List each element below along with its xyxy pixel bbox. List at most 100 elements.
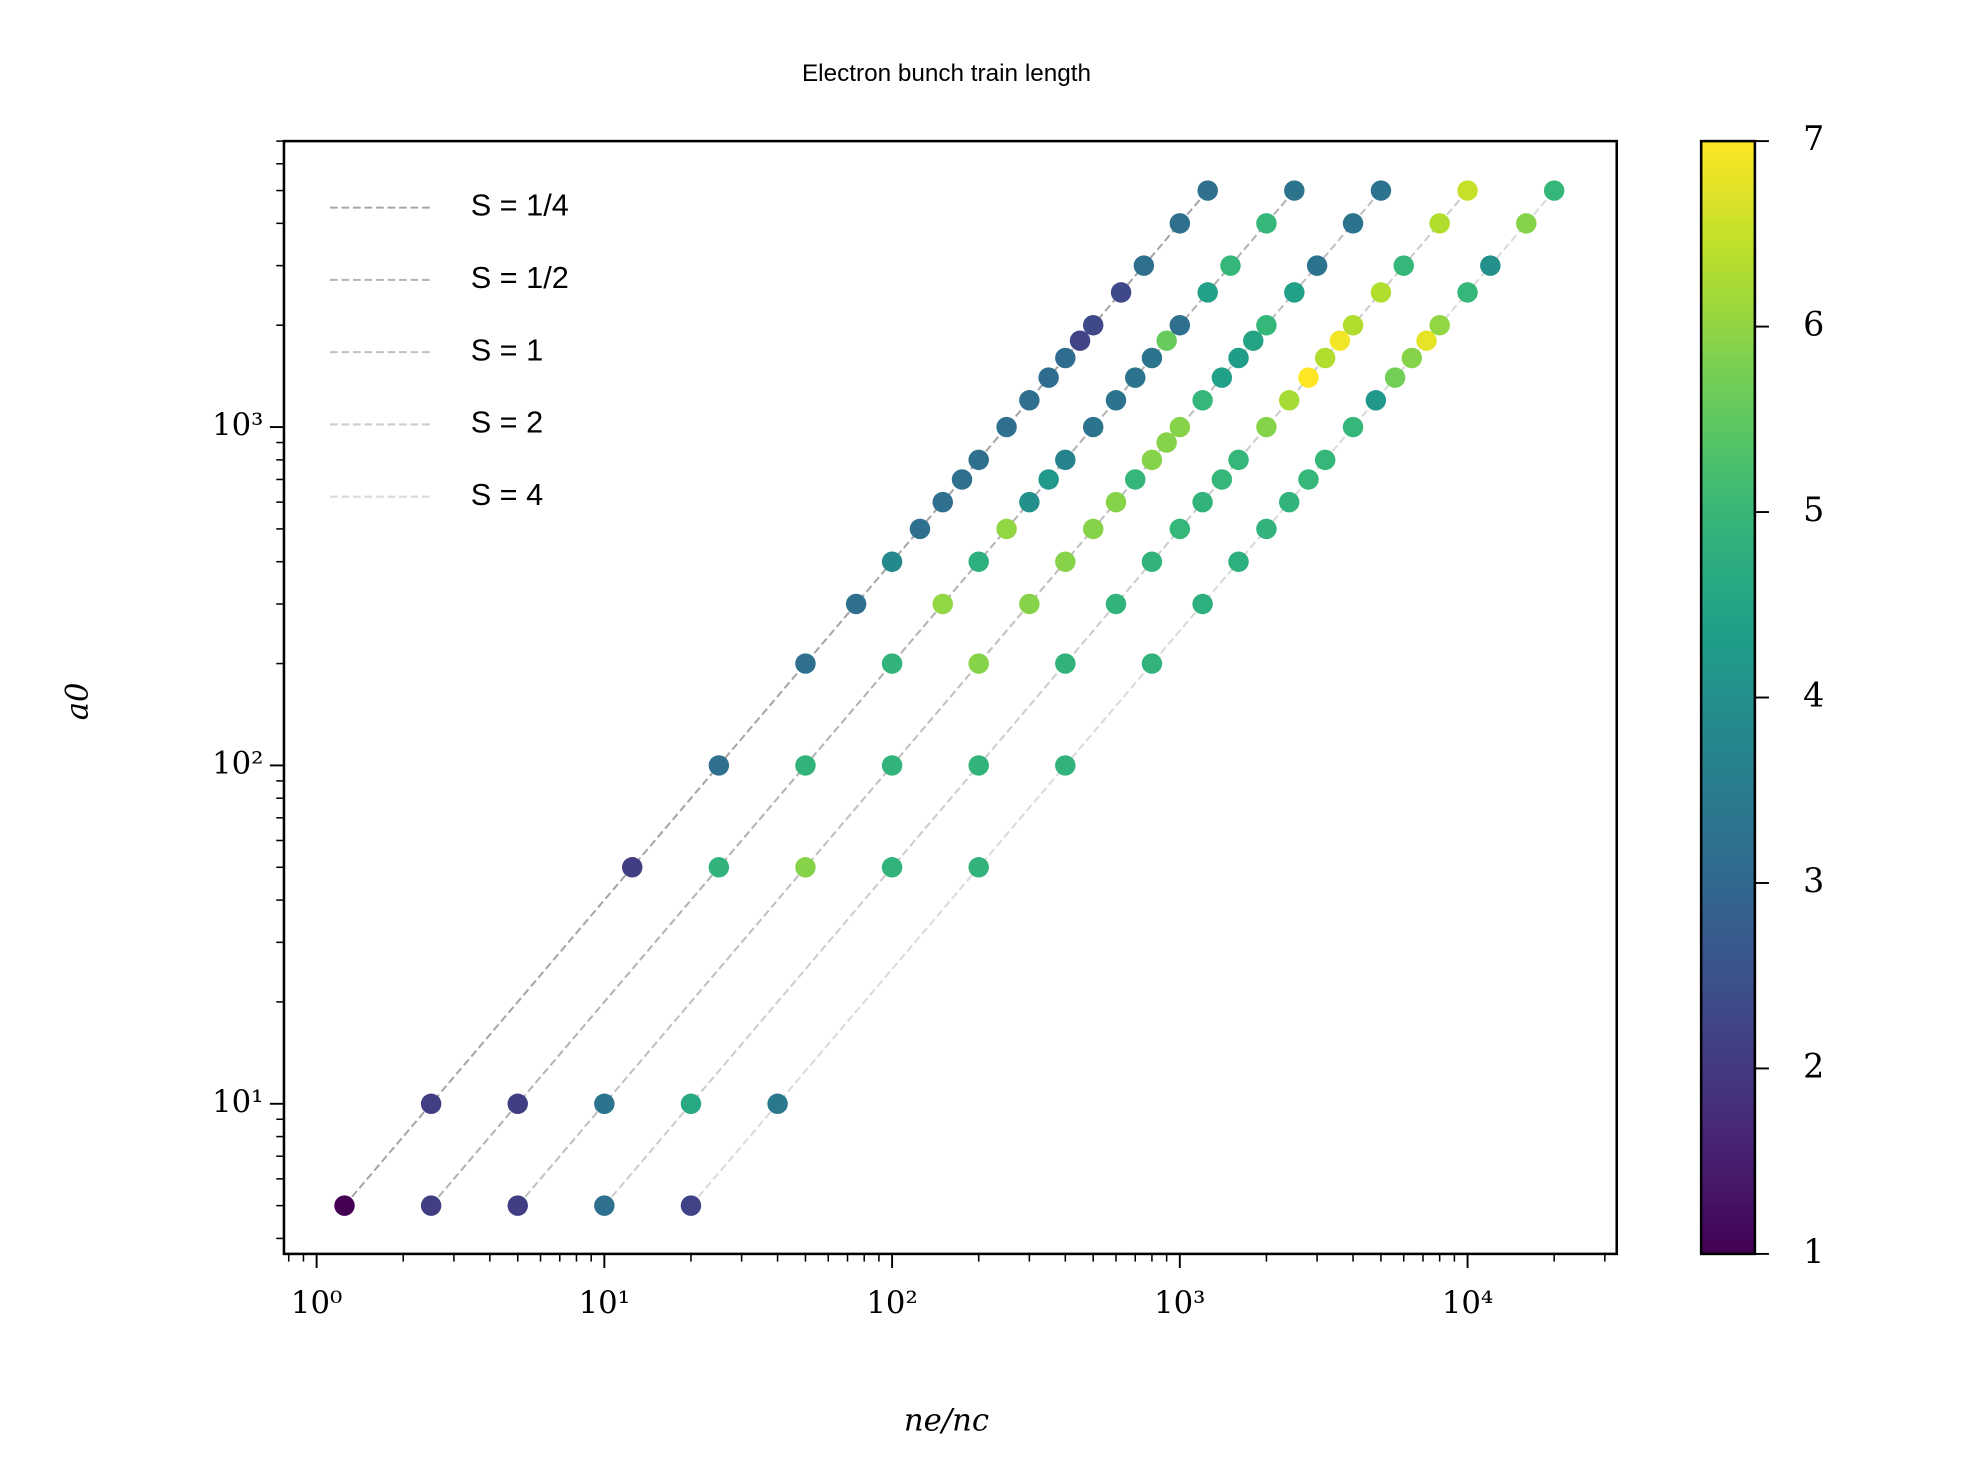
colorbar-tick-label: 5: [1803, 490, 1824, 529]
point: [1329, 330, 1351, 351]
point: [1284, 282, 1305, 303]
point: [1192, 593, 1213, 615]
point: [795, 653, 816, 674]
point: [507, 1195, 528, 1216]
axes-border: [282, 139, 1619, 1256]
x-axis-label: ne/nc: [904, 1404, 989, 1439]
point: [1516, 213, 1537, 234]
colorbar-tick-label: 6: [1803, 305, 1824, 344]
point: [1256, 416, 1277, 438]
point: [1055, 449, 1076, 471]
point: [1298, 367, 1319, 388]
chart-title: Electron bunch train length: [802, 60, 1091, 87]
point: [1220, 255, 1241, 276]
point: [334, 1195, 355, 1216]
point: [621, 857, 643, 878]
point: [1192, 390, 1213, 411]
point: [1055, 347, 1076, 369]
point: [1141, 653, 1163, 674]
plot-area: [283, 141, 1617, 1254]
legend-label: S = 2: [471, 405, 544, 440]
point: [1156, 432, 1177, 453]
point: [708, 755, 730, 776]
point: [968, 857, 989, 878]
point: [1342, 213, 1364, 234]
point: [1069, 330, 1091, 351]
point: [1256, 314, 1277, 336]
point: [1306, 255, 1328, 276]
point: [507, 1093, 528, 1115]
point: [1197, 180, 1218, 201]
point: [1055, 551, 1076, 572]
x-tick-label: 10⁰: [291, 1286, 342, 1321]
point: [1125, 469, 1146, 490]
point: [1278, 491, 1300, 513]
point: [1038, 469, 1059, 490]
colorbar-tick-label: 3: [1803, 861, 1824, 900]
point: [1141, 347, 1163, 369]
point: [996, 416, 1017, 438]
y-tick-label: 10³: [212, 408, 263, 443]
point: [1110, 282, 1132, 303]
point: [1105, 491, 1127, 513]
plot-frame: [283, 141, 1617, 1254]
point: [1416, 330, 1437, 351]
legend-label: S = 1/4: [471, 188, 569, 223]
point: [881, 857, 903, 878]
point: [1169, 213, 1191, 234]
point: [968, 653, 989, 674]
point: [1055, 653, 1076, 674]
point: [1141, 551, 1163, 572]
point: [1401, 347, 1423, 369]
point: [1298, 469, 1319, 490]
point: [1256, 213, 1277, 234]
point: [594, 1195, 615, 1216]
point: [420, 1195, 442, 1216]
point: [1055, 755, 1076, 776]
point: [795, 755, 816, 776]
colorbar: [1699, 139, 1757, 1256]
point: [1228, 347, 1249, 369]
y-tick-label: 10¹: [212, 1085, 263, 1120]
point: [881, 653, 903, 674]
point: [1314, 347, 1336, 369]
point: [1284, 180, 1305, 201]
point: [1429, 314, 1450, 336]
point: [1019, 390, 1040, 411]
point: [1169, 314, 1191, 336]
x-tick-label: 10²: [866, 1286, 917, 1321]
point: [1256, 518, 1277, 540]
point: [932, 593, 953, 615]
point: [1370, 282, 1392, 303]
x-tick-label: 10¹: [579, 1286, 630, 1321]
point: [1278, 390, 1300, 411]
point: [1105, 593, 1127, 615]
point: [1082, 314, 1104, 336]
legend-label: S = 1: [471, 332, 544, 367]
point: [1105, 390, 1127, 411]
point: [1457, 282, 1478, 303]
point: [1314, 449, 1336, 471]
point: [1457, 180, 1478, 201]
legend-label: S = 4: [471, 477, 544, 512]
point: [1141, 449, 1163, 471]
point: [881, 755, 903, 776]
point: [951, 469, 973, 490]
point: [1038, 367, 1059, 388]
point: [996, 518, 1017, 540]
x-tick-label: 10⁴: [1442, 1286, 1493, 1321]
colorbar-tick-label: 1: [1803, 1232, 1824, 1271]
point: [881, 551, 903, 572]
point: [1342, 416, 1364, 438]
point: [420, 1093, 442, 1115]
point: [1384, 367, 1406, 388]
point: [767, 1093, 788, 1115]
point: [708, 857, 730, 878]
point: [845, 593, 867, 615]
point: [1197, 282, 1218, 303]
point: [1169, 518, 1191, 540]
point: [968, 755, 989, 776]
point: [932, 491, 953, 513]
y-tick-label: 10²: [212, 746, 263, 781]
